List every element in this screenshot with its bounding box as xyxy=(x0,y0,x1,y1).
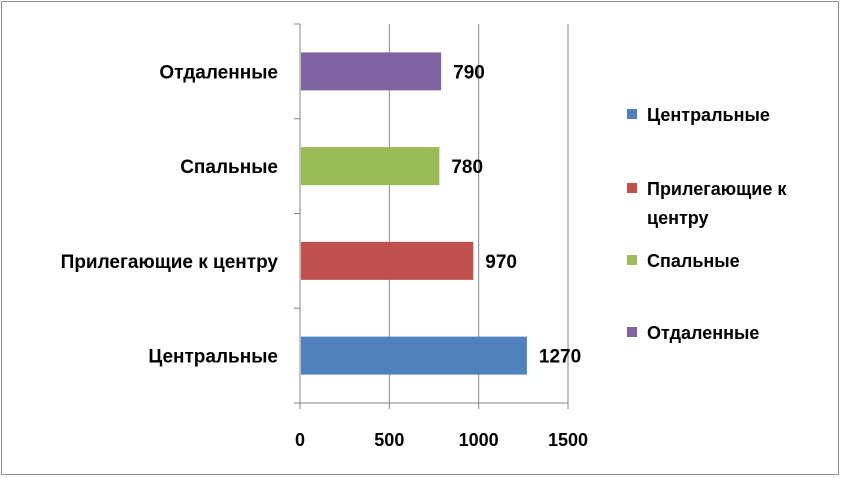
category-label-2: Прилегающие к центру xyxy=(61,252,279,273)
x-tick-label-1000: 1000 xyxy=(459,430,499,450)
data-label-1: 1270 xyxy=(539,347,581,368)
bar-1 xyxy=(301,336,527,375)
legend-label-3-1: Спальные xyxy=(647,251,740,271)
legend-swatch-3 xyxy=(627,255,637,265)
legend-swatch-4 xyxy=(627,327,637,337)
legend-label-1-1: Центральные xyxy=(647,105,770,125)
legend-label-2-1: Прилегающие к xyxy=(647,179,787,199)
legend-label-2-2: центру xyxy=(647,208,709,228)
bar-4 xyxy=(301,52,442,91)
labels: 0 500 1000 1500 Центральные 1270 Прилегающие к… xyxy=(61,62,588,450)
category-label-4: Отдаленные xyxy=(159,62,278,83)
bar-2 xyxy=(301,241,474,280)
x-tick-label-0: 0 xyxy=(295,430,305,450)
data-label-3: 780 xyxy=(451,157,483,178)
category-label-3: Спальные xyxy=(180,157,278,178)
legend: Центральные Прилегающие к центру Спальные От… xyxy=(627,105,787,343)
bars xyxy=(301,52,527,375)
axes xyxy=(294,23,569,409)
legend-swatch-1 xyxy=(627,109,637,119)
x-tick-label-500: 500 xyxy=(374,430,404,450)
x-tick-label-1500: 1500 xyxy=(548,430,588,450)
legend-swatch-2 xyxy=(627,183,637,193)
category-label-1: Центральные xyxy=(148,347,278,368)
data-label-4: 790 xyxy=(453,62,485,83)
bar-3 xyxy=(301,147,440,186)
data-label-2: 970 xyxy=(485,252,517,273)
legend-label-4-1: Отдаленные xyxy=(647,323,759,343)
